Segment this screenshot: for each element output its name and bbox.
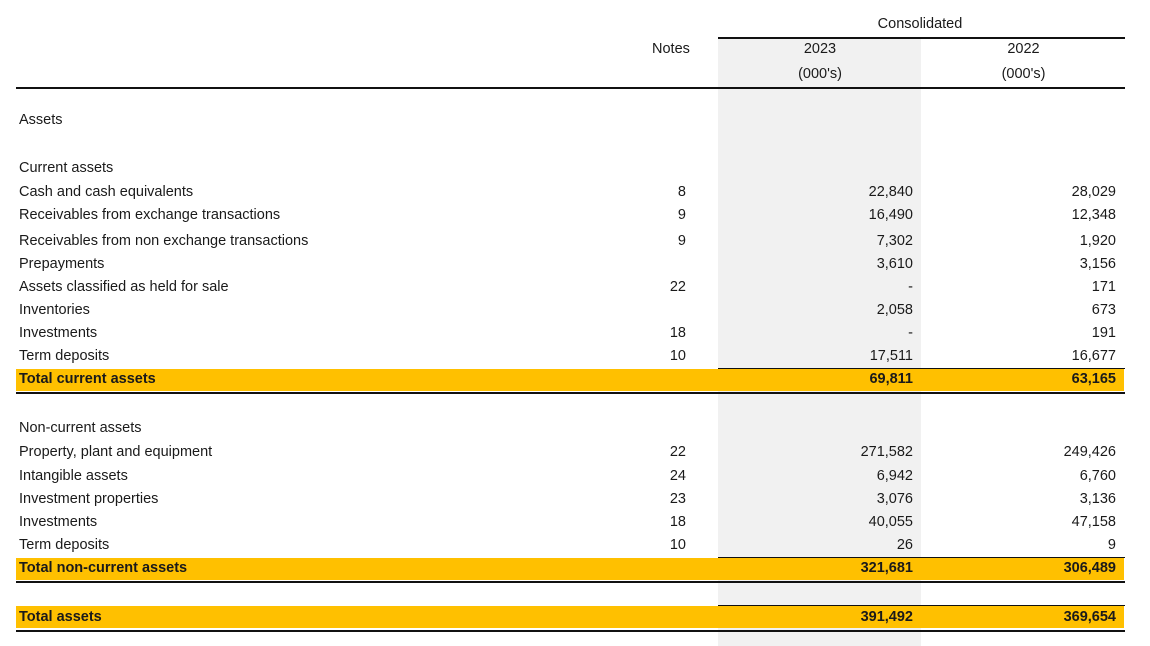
line-item-2023-value: 26 <box>896 537 913 553</box>
line-item-label: Investment properties <box>19 491 159 507</box>
line-item-2023-value: 7,302 <box>876 233 913 249</box>
line-item-label: Investments <box>19 325 98 341</box>
line-item-label: Prepayments <box>19 256 105 272</box>
line-item-2022-value: 12,348 <box>1071 207 1116 223</box>
consolidated-rule <box>718 37 1125 39</box>
unit-2022-heading: (000's) <box>1001 66 1046 82</box>
total-non-current-assets-label: Total non-current assets <box>19 560 188 576</box>
line-item-2023-value: - <box>908 279 913 295</box>
line-item-note: 24 <box>669 468 686 484</box>
notes-heading: Notes <box>652 41 690 57</box>
line-item-note: 10 <box>669 537 686 553</box>
line-item-note: 9 <box>677 233 686 249</box>
line-item-label: Term deposits <box>19 348 110 364</box>
line-item-note: 23 <box>669 491 686 507</box>
year-2023-heading: 2023 <box>803 41 837 57</box>
line-item-2022-value: 3,136 <box>1079 491 1116 507</box>
year-2022-heading: 2022 <box>1007 41 1040 57</box>
line-item-2023-value: 3,076 <box>876 491 913 507</box>
total-assets-2022: 369,654 <box>1063 609 1116 625</box>
line-item-2022-value: 16,677 <box>1071 348 1116 364</box>
line-item-label: Investments <box>19 514 98 530</box>
current-year-column-shading <box>718 38 921 646</box>
line-item-2023-value: 271,582 <box>860 444 913 460</box>
total-non-current-assets-2022: 306,489 <box>1063 560 1116 576</box>
total-assets-bottom-rule <box>16 630 1125 632</box>
total-current-assets-2022: 63,165 <box>1071 371 1116 387</box>
total-assets-label: Total assets <box>19 609 102 625</box>
line-item-2022-value: 9 <box>1107 537 1116 553</box>
total-non-current-assets-highlight <box>16 558 1124 580</box>
line-item-2022-value: 28,029 <box>1071 184 1116 200</box>
line-item-label: Assets classified as held for sale <box>19 279 229 295</box>
line-item-note: 18 <box>669 325 686 341</box>
line-item-2023-value: 3,610 <box>876 256 913 272</box>
non-current-assets-heading: Non-current assets <box>19 420 142 436</box>
line-item-note: 8 <box>677 184 686 200</box>
line-item-note: 22 <box>669 444 686 460</box>
line-item-2022-value: 249,426 <box>1063 444 1116 460</box>
line-item-note: 22 <box>669 279 686 295</box>
consolidated-heading: Consolidated <box>877 16 963 32</box>
line-item-2023-value: 2,058 <box>876 302 913 318</box>
line-item-label: Receivables from exchange transactions <box>19 207 281 223</box>
total-non-current-assets-bottom-rule <box>16 581 1125 583</box>
line-item-note: 9 <box>677 207 686 223</box>
line-item-2023-value: 17,511 <box>869 348 913 364</box>
total-current-assets-top-rule <box>718 368 1125 369</box>
total-assets-2023: 391,492 <box>860 609 913 625</box>
line-item-2022-value: 191 <box>1091 325 1116 341</box>
line-item-2023-value: - <box>908 325 913 341</box>
unit-2023-heading: (000's) <box>798 66 842 82</box>
line-item-2023-value: 22,840 <box>868 184 913 200</box>
line-item-2023-value: 6,942 <box>876 468 913 484</box>
line-item-2023-value: 40,055 <box>868 514 913 530</box>
line-item-note: 18 <box>669 514 686 530</box>
total-current-assets-2023: 69,811 <box>869 371 913 387</box>
total-non-current-assets-top-rule <box>718 557 1125 558</box>
line-item-note: 10 <box>669 348 686 364</box>
line-item-2023-value: 16,490 <box>868 207 913 223</box>
total-non-current-assets-2023: 321,681 <box>860 560 913 576</box>
line-item-label: Inventories <box>19 302 90 318</box>
section-title-assets: Assets <box>19 112 63 128</box>
line-item-2022-value: 3,156 <box>1079 256 1116 272</box>
line-item-2022-value: 6,760 <box>1079 468 1116 484</box>
total-current-assets-label: Total current assets <box>19 371 156 387</box>
line-item-label: Cash and cash equivalents <box>19 184 194 200</box>
line-item-2022-value: 673 <box>1091 302 1116 318</box>
total-current-assets-bottom-rule <box>16 392 1125 394</box>
total-assets-highlight <box>16 606 1124 628</box>
current-assets-heading: Current assets <box>19 160 114 176</box>
line-item-2022-value: 47,158 <box>1071 514 1116 530</box>
line-item-label: Term deposits <box>19 537 110 553</box>
line-item-label: Intangible assets <box>19 468 128 484</box>
line-item-label: Property, plant and equipment <box>19 444 213 460</box>
total-assets-top-rule <box>718 605 1125 606</box>
header-rule <box>16 87 1125 89</box>
line-item-2022-value: 1,920 <box>1079 233 1116 249</box>
total-current-assets-highlight <box>16 369 1124 391</box>
line-item-label: Receivables from non exchange transactio… <box>19 233 309 249</box>
line-item-2022-value: 171 <box>1091 279 1116 295</box>
